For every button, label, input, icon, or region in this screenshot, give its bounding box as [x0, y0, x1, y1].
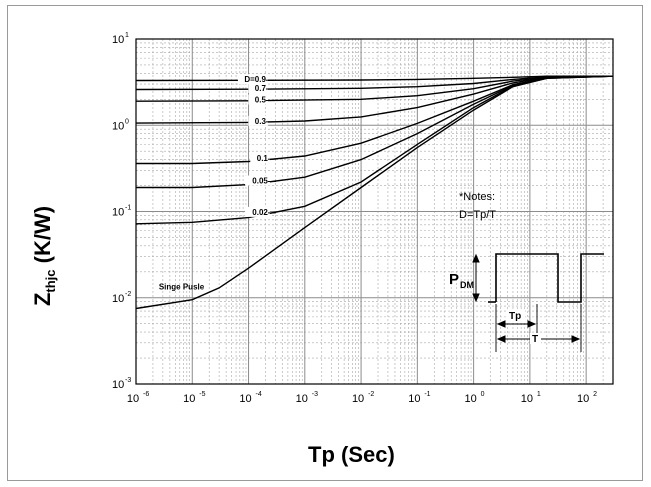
- x-tick-exponent: 1: [537, 391, 541, 398]
- curve-series-7: [135, 75, 614, 310]
- pdm-label: P: [449, 271, 459, 288]
- x-tick-exponent: -6: [143, 391, 149, 398]
- pdm-label-subscript: DM: [460, 280, 474, 290]
- x-tick-label: 10: [408, 393, 420, 405]
- tick-labels: 10 -6 10 -5 10 -4 10 -3 10 -2 10 -1 10 0 10 1 10 210 -310-…: [112, 32, 597, 405]
- y-axis-label-subscript: thjc: [43, 269, 59, 293]
- series-label: 0.02: [252, 208, 268, 217]
- notes-title: *Notes:: [459, 191, 495, 203]
- y-axis-label-main: Z: [29, 292, 55, 307]
- tp-arrow-right: [527, 320, 537, 328]
- plot-border: [135, 38, 614, 385]
- series-label: Singe Pusle: [159, 282, 205, 291]
- series-label: 0.7: [255, 84, 267, 93]
- x-tick-exponent: -1: [424, 391, 430, 398]
- y-tick-label: 10: [112, 120, 124, 132]
- y-tick-exponent: -1: [125, 205, 131, 212]
- inset-label: Tp: [509, 311, 521, 322]
- x-tick-label: 10: [183, 393, 195, 405]
- t-arrow-left: [496, 335, 506, 343]
- x-tick-exponent: 2: [593, 391, 597, 398]
- y-tick-label: 10: [112, 379, 124, 391]
- pdm-arrow-up: [472, 253, 480, 263]
- series-label-bg: [245, 206, 270, 217]
- series-label: D=0.9: [244, 75, 266, 84]
- chart-frame: 10 -6 10 -5 10 -4 10 -3 10 -2 10 -1 10 0 10 1 10 2 10 -3 10-…: [7, 5, 643, 481]
- x-tick-exponent: -5: [199, 391, 205, 398]
- y-tick-label: 10: [112, 207, 124, 219]
- y-tick-exponent: 0: [125, 118, 129, 125]
- y-tick-exponent: -2: [125, 291, 131, 298]
- x-tick-label: 10: [464, 393, 476, 405]
- series-label-bg: [248, 115, 268, 126]
- y-tick-label: 10: [112, 34, 124, 46]
- x-axis-label: Tp (Sec): [308, 442, 395, 467]
- tp-arrow-left: [496, 320, 506, 328]
- series-label: 0.3: [255, 117, 267, 126]
- series-label: 0.5: [255, 96, 267, 105]
- y-axis-label: Zthjc (K/W): [30, 206, 58, 306]
- y-axis-label-unit: (K/W): [29, 205, 55, 270]
- y-tick-label: 10: [112, 293, 124, 305]
- inset-label-bg: [530, 333, 541, 344]
- series-label: 0.1: [257, 154, 269, 163]
- t-arrow-right: [571, 335, 581, 343]
- series-label-bg: [248, 83, 268, 94]
- x-tick-label: 10: [296, 393, 308, 405]
- series-label-bg: [237, 74, 268, 85]
- pulse-waveform: [495, 253, 604, 303]
- y-tick-exponent: -3: [125, 377, 131, 384]
- series-label: 0.05: [252, 177, 268, 186]
- y-axis-label-container: Zthjc (K/W): [24, 156, 64, 356]
- inset-label: T: [532, 334, 538, 345]
- x-tick-exponent: 0: [481, 391, 485, 398]
- thermal-impedance-chart: 10 -6 10 -5 10 -4 10 -3 10 -2 10 -1 10 0 10 1 10 210 -310-…: [112, 32, 614, 405]
- x-tick-label: 10: [352, 393, 364, 405]
- pdm-arrow-down: [472, 293, 480, 303]
- notes-formula: D=Tp/T: [459, 209, 496, 221]
- series-label-bg: [250, 153, 270, 164]
- inset-label-bg: [507, 310, 525, 321]
- x-tick-label: 10: [127, 393, 139, 405]
- x-tick-exponent: -4: [256, 391, 262, 398]
- x-tick-label: 10: [521, 393, 533, 405]
- x-tick-exponent: -3: [312, 391, 318, 398]
- x-tick-label: 10: [239, 393, 251, 405]
- y-tick-exponent: 1: [125, 32, 129, 39]
- pulse-inset-diagram: [488, 253, 604, 352]
- series-label-bg: [245, 175, 270, 186]
- x-tick-exponent: -2: [368, 391, 374, 398]
- series-label-bg: [248, 94, 268, 105]
- x-tick-label: 10: [577, 393, 589, 405]
